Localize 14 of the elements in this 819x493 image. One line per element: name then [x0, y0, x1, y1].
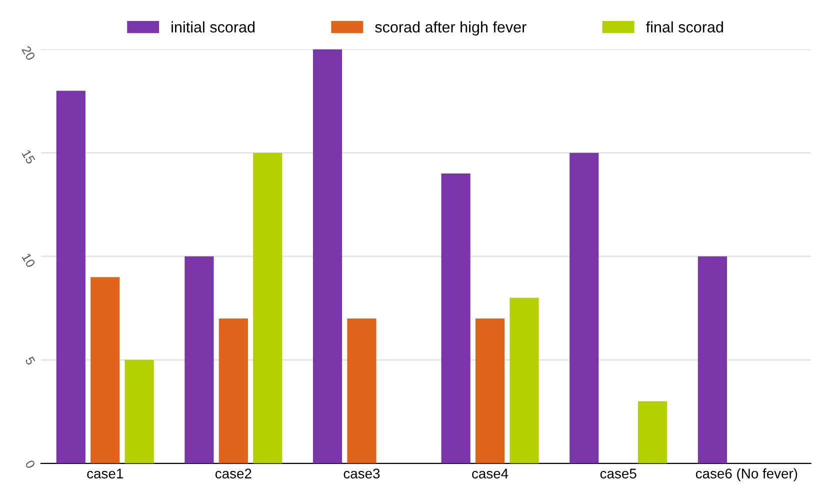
x-tick-label: case3: [344, 468, 380, 478]
y-tick-label: 10: [22, 252, 36, 268]
y-tick-label: 0: [24, 459, 36, 470]
legend-label: scorad after high fever: [375, 21, 526, 36]
y-tick-label: 20: [22, 45, 36, 61]
legend-label: initial scorad: [172, 21, 255, 33]
x-tick-label: case6 (No fever): [696, 468, 798, 482]
x-tick-label: case1: [87, 468, 123, 478]
legend-label: final scorad: [646, 21, 723, 33]
y-tick-label: 15: [22, 149, 36, 164]
x-tick-label: case5: [600, 468, 636, 478]
y-tick-label: 5: [24, 356, 36, 366]
x-tick-label: case4: [472, 468, 508, 478]
x-tick-label: case2: [215, 468, 252, 478]
